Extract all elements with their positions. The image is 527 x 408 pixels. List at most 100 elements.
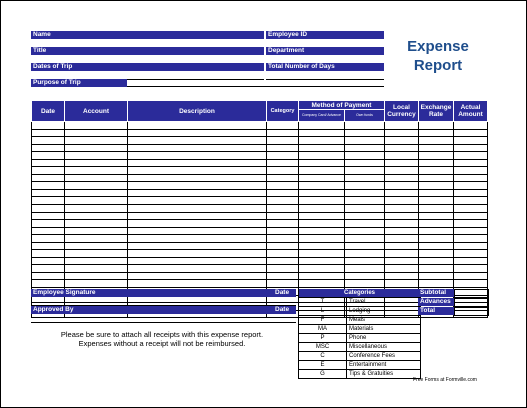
table-cell[interactable] (298, 136, 345, 145)
table-cell[interactable] (127, 264, 267, 273)
table-cell[interactable] (418, 173, 454, 183)
table-cell[interactable] (418, 181, 454, 190)
table-cell[interactable] (344, 158, 385, 168)
table-cell[interactable] (418, 226, 454, 236)
table-cell[interactable] (344, 241, 385, 251)
employee-signature-field[interactable] (31, 297, 296, 306)
table-cell[interactable] (344, 234, 385, 243)
table-cell[interactable] (384, 249, 419, 258)
table-cell[interactable] (127, 219, 267, 228)
table-cell[interactable] (344, 151, 385, 160)
table-cell[interactable] (453, 151, 488, 160)
table-cell[interactable] (127, 241, 267, 251)
table-cell[interactable] (31, 249, 65, 258)
table-cell[interactable] (344, 279, 385, 289)
table-cell[interactable] (298, 256, 345, 266)
table-cell[interactable] (127, 128, 267, 138)
table-cell[interactable] (31, 181, 65, 190)
table-cell[interactable] (344, 226, 385, 236)
table-cell[interactable] (418, 121, 454, 130)
table-cell[interactable] (31, 211, 65, 221)
table-cell[interactable] (384, 136, 419, 145)
table-cell[interactable] (298, 219, 345, 228)
table-cell[interactable] (384, 279, 419, 289)
table-cell[interactable] (127, 166, 267, 175)
table-cell[interactable] (64, 136, 128, 145)
table-cell[interactable] (298, 279, 345, 289)
table-cell[interactable] (298, 181, 345, 190)
dates-of-trip-field[interactable] (31, 71, 264, 80)
table-cell[interactable] (31, 128, 65, 138)
table-cell[interactable] (266, 279, 299, 289)
table-cell[interactable] (266, 188, 299, 198)
table-cell[interactable] (344, 256, 385, 266)
table-cell[interactable] (298, 173, 345, 183)
table-cell[interactable] (298, 249, 345, 258)
table-cell[interactable] (31, 256, 65, 266)
table-cell[interactable] (453, 249, 488, 258)
table-cell[interactable] (31, 136, 65, 145)
table-cell[interactable] (64, 264, 128, 273)
table-cell[interactable] (127, 234, 267, 243)
table-cell[interactable] (453, 121, 488, 130)
table-cell[interactable] (384, 151, 419, 160)
table-cell[interactable] (127, 188, 267, 198)
table-cell[interactable] (64, 271, 128, 281)
table-cell[interactable] (266, 121, 299, 130)
table-cell[interactable] (31, 121, 65, 130)
table-cell[interactable] (298, 143, 345, 153)
table-cell[interactable] (344, 128, 385, 138)
table-cell[interactable] (127, 143, 267, 153)
table-cell[interactable] (384, 166, 419, 175)
table-cell[interactable] (418, 128, 454, 138)
table-cell[interactable] (384, 211, 419, 221)
table-cell[interactable] (384, 264, 419, 273)
table-cell[interactable] (418, 151, 454, 160)
table-cell[interactable] (266, 173, 299, 183)
table-cell[interactable] (344, 121, 385, 130)
table-cell[interactable] (127, 256, 267, 266)
table-cell[interactable] (344, 271, 385, 281)
table-cell[interactable] (266, 196, 299, 205)
table-cell[interactable] (453, 143, 488, 153)
table-cell[interactable] (266, 241, 299, 251)
table-cell[interactable] (64, 211, 128, 221)
table-cell[interactable] (266, 234, 299, 243)
table-cell[interactable] (418, 256, 454, 266)
table-cell[interactable] (31, 166, 65, 175)
table-cell[interactable] (344, 136, 385, 145)
table-cell[interactable] (127, 121, 267, 130)
table-cell[interactable] (453, 136, 488, 145)
table-cell[interactable] (64, 256, 128, 266)
table-cell[interactable] (127, 249, 267, 258)
total-days-field[interactable] (266, 71, 384, 80)
table-cell[interactable] (418, 219, 454, 228)
table-cell[interactable] (298, 204, 345, 213)
table-cell[interactable] (64, 234, 128, 243)
table-cell[interactable] (344, 219, 385, 228)
table-cell[interactable] (384, 181, 419, 190)
table-cell[interactable] (31, 279, 65, 289)
table-cell[interactable] (31, 158, 65, 168)
table-cell[interactable] (344, 204, 385, 213)
table-cell[interactable] (266, 256, 299, 266)
table-cell[interactable] (344, 249, 385, 258)
table-cell[interactable] (384, 173, 419, 183)
table-cell[interactable] (64, 128, 128, 138)
table-cell[interactable] (266, 271, 299, 281)
table-cell[interactable] (266, 249, 299, 258)
table-cell[interactable] (453, 158, 488, 168)
table-cell[interactable] (384, 226, 419, 236)
table-cell[interactable] (266, 158, 299, 168)
table-cell[interactable] (64, 279, 128, 289)
table-cell[interactable] (298, 121, 345, 130)
table-cell[interactable] (266, 136, 299, 145)
table-cell[interactable] (344, 188, 385, 198)
table-cell[interactable] (418, 264, 454, 273)
table-cell[interactable] (453, 264, 488, 273)
table-cell[interactable] (418, 188, 454, 198)
table-cell[interactable] (418, 241, 454, 251)
table-cell[interactable] (31, 143, 65, 153)
table-cell[interactable] (298, 226, 345, 236)
table-cell[interactable] (266, 151, 299, 160)
